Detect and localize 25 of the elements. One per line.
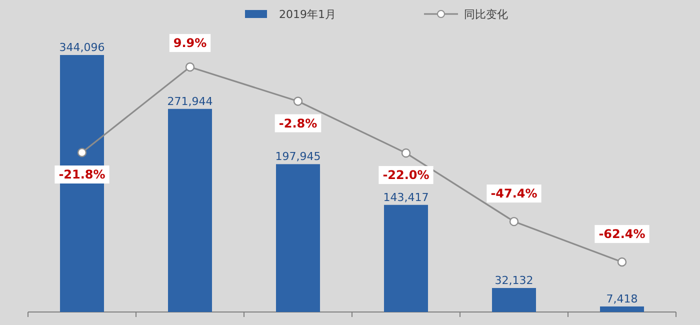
- point: [401, 148, 411, 158]
- point: [185, 62, 195, 72]
- bar: [600, 306, 644, 312]
- bar: [384, 204, 428, 312]
- data-label: 143,417: [383, 190, 429, 204]
- bar: [276, 164, 320, 312]
- bar: [168, 108, 212, 312]
- data-label: 32,132: [494, 274, 534, 287]
- legend-label: 2019年1月: [279, 8, 336, 21]
- data-label: -47.4%: [490, 186, 538, 201]
- data-label: 197,945: [275, 150, 321, 164]
- point: [509, 216, 519, 226]
- data-label: -62.4%: [598, 227, 646, 241]
- data-label: 7,418: [606, 292, 638, 306]
- bar: [492, 288, 536, 312]
- data-label: -21.8%: [58, 168, 106, 182]
- data-label: -22.0%: [382, 168, 430, 182]
- point: [77, 148, 87, 158]
- legend-label: 同比变化: [464, 8, 508, 21]
- point: [617, 257, 627, 267]
- data-label: 344,096: [59, 41, 105, 54]
- data-label: 9.9%: [173, 36, 207, 50]
- data-label: 271,944: [167, 94, 213, 108]
- data-label: -2.8%: [278, 116, 318, 130]
- point: [293, 96, 303, 106]
